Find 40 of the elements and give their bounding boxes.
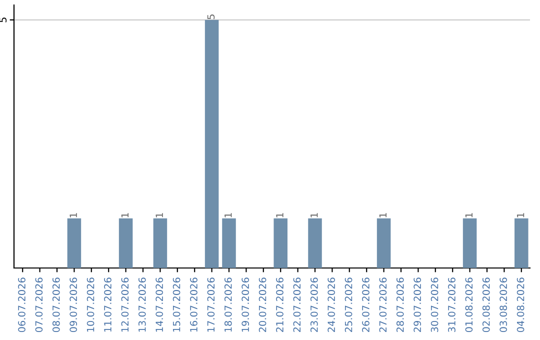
x-tick-label: 13.07.2026 [138,278,146,332]
x-tick-label: 22.07.2026 [293,278,301,332]
x-tick-label: 17.07.2026 [207,278,215,332]
x-tick-label: 06.07.2026 [18,278,26,332]
data-label: 1 [379,213,386,218]
x-tick-label: 02.08.2026 [482,278,490,332]
x-tick-label: 03.08.2026 [500,278,508,332]
x-tick-label: 10.07.2026 [86,278,94,332]
x-tick-label: 29.07.2026 [414,278,422,332]
x-tick-label: 19.07.2026 [242,278,250,332]
x-tick-label: 18.07.2026 [224,278,232,332]
x-tick-label: 26.07.2026 [362,278,370,332]
x-tick-label: 09.07.2026 [70,278,78,332]
x-tick-label: 01.08.2026 [465,278,473,332]
data-label: 1 [516,213,524,218]
x-tick-label: 23.07.2026 [310,278,318,332]
data-label: 1 [70,213,77,218]
x-tick-label: 30.07.2026 [430,278,438,332]
x-tick-label: 04.08.2026 [516,278,524,332]
data-label: 1 [121,213,128,218]
x-tick-label: 16.07.2026 [190,278,198,332]
data-label: 1 [310,213,318,218]
x-tick-label: 12.07.2026 [121,278,129,332]
x-tick-label: 08.07.2026 [52,278,60,332]
x-tick-label: 07.07.2026 [35,278,43,332]
data-label: 1 [276,213,284,218]
x-tick-label: 31.07.2026 [448,278,456,332]
x-tick-label: 20.07.2026 [258,278,266,332]
x-tick-label: 21.07.2026 [276,278,284,332]
x-tick-label: 15.07.2026 [172,278,180,332]
data-label: 1 [465,213,472,218]
x-tick-label: 11.07.2026 [104,278,112,332]
x-tick-label: 25.07.2026 [344,278,352,332]
x-tick-label: 24.07.2026 [328,278,336,332]
x-tick-label: 27.07.2026 [379,278,387,332]
data-label: 1 [224,213,232,218]
data-label: 1 [156,213,163,218]
x-tick-label: 14.07.2026 [156,278,164,332]
data-label: 5 [207,14,215,20]
x-tick-label: 28.07.2026 [396,278,404,332]
